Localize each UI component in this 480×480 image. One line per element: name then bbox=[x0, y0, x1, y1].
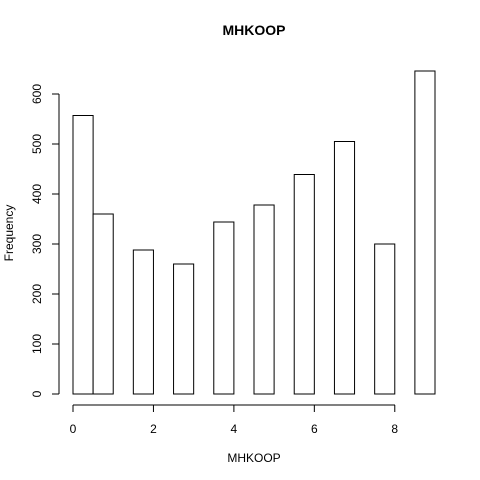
chart-title: MHKOOP bbox=[223, 22, 286, 38]
histogram-bar bbox=[213, 221, 235, 395]
histogram-bar bbox=[173, 263, 195, 395]
histogram-bar bbox=[414, 70, 436, 395]
bars-group bbox=[72, 70, 436, 395]
x-axis: 0 2 4 6 8 bbox=[70, 404, 398, 436]
x-tick-label: 6 bbox=[311, 422, 318, 436]
y-tick-label: 0 bbox=[30, 390, 44, 397]
y-tick-label: 600 bbox=[30, 84, 44, 104]
y-axis: 0 100 200 300 400 500 600 bbox=[30, 84, 60, 397]
y-tick-label: 300 bbox=[30, 234, 44, 254]
y-tick-label: 500 bbox=[30, 134, 44, 154]
x-axis-label: MHKOOP bbox=[227, 451, 280, 465]
y-tick-label: 400 bbox=[30, 184, 44, 204]
x-ticks: 0 2 4 6 8 bbox=[70, 405, 398, 436]
y-tick-label: 100 bbox=[30, 334, 44, 354]
y-axis-label: Frequency bbox=[2, 205, 16, 262]
histogram-bar bbox=[132, 249, 154, 395]
y-tick-label: 200 bbox=[30, 284, 44, 304]
histogram-bar bbox=[92, 213, 114, 395]
x-tick-label: 0 bbox=[70, 422, 77, 436]
x-tick-label: 2 bbox=[150, 422, 157, 436]
histogram-bar bbox=[374, 243, 396, 395]
histogram-bar bbox=[333, 141, 356, 395]
histogram-bar bbox=[293, 174, 315, 395]
x-tick-label: 8 bbox=[391, 422, 398, 436]
histogram-bar bbox=[253, 204, 275, 395]
x-tick-label: 4 bbox=[231, 422, 238, 436]
y-ticks: 0 100 200 300 400 500 600 bbox=[30, 84, 59, 397]
histogram-bar bbox=[72, 115, 94, 395]
